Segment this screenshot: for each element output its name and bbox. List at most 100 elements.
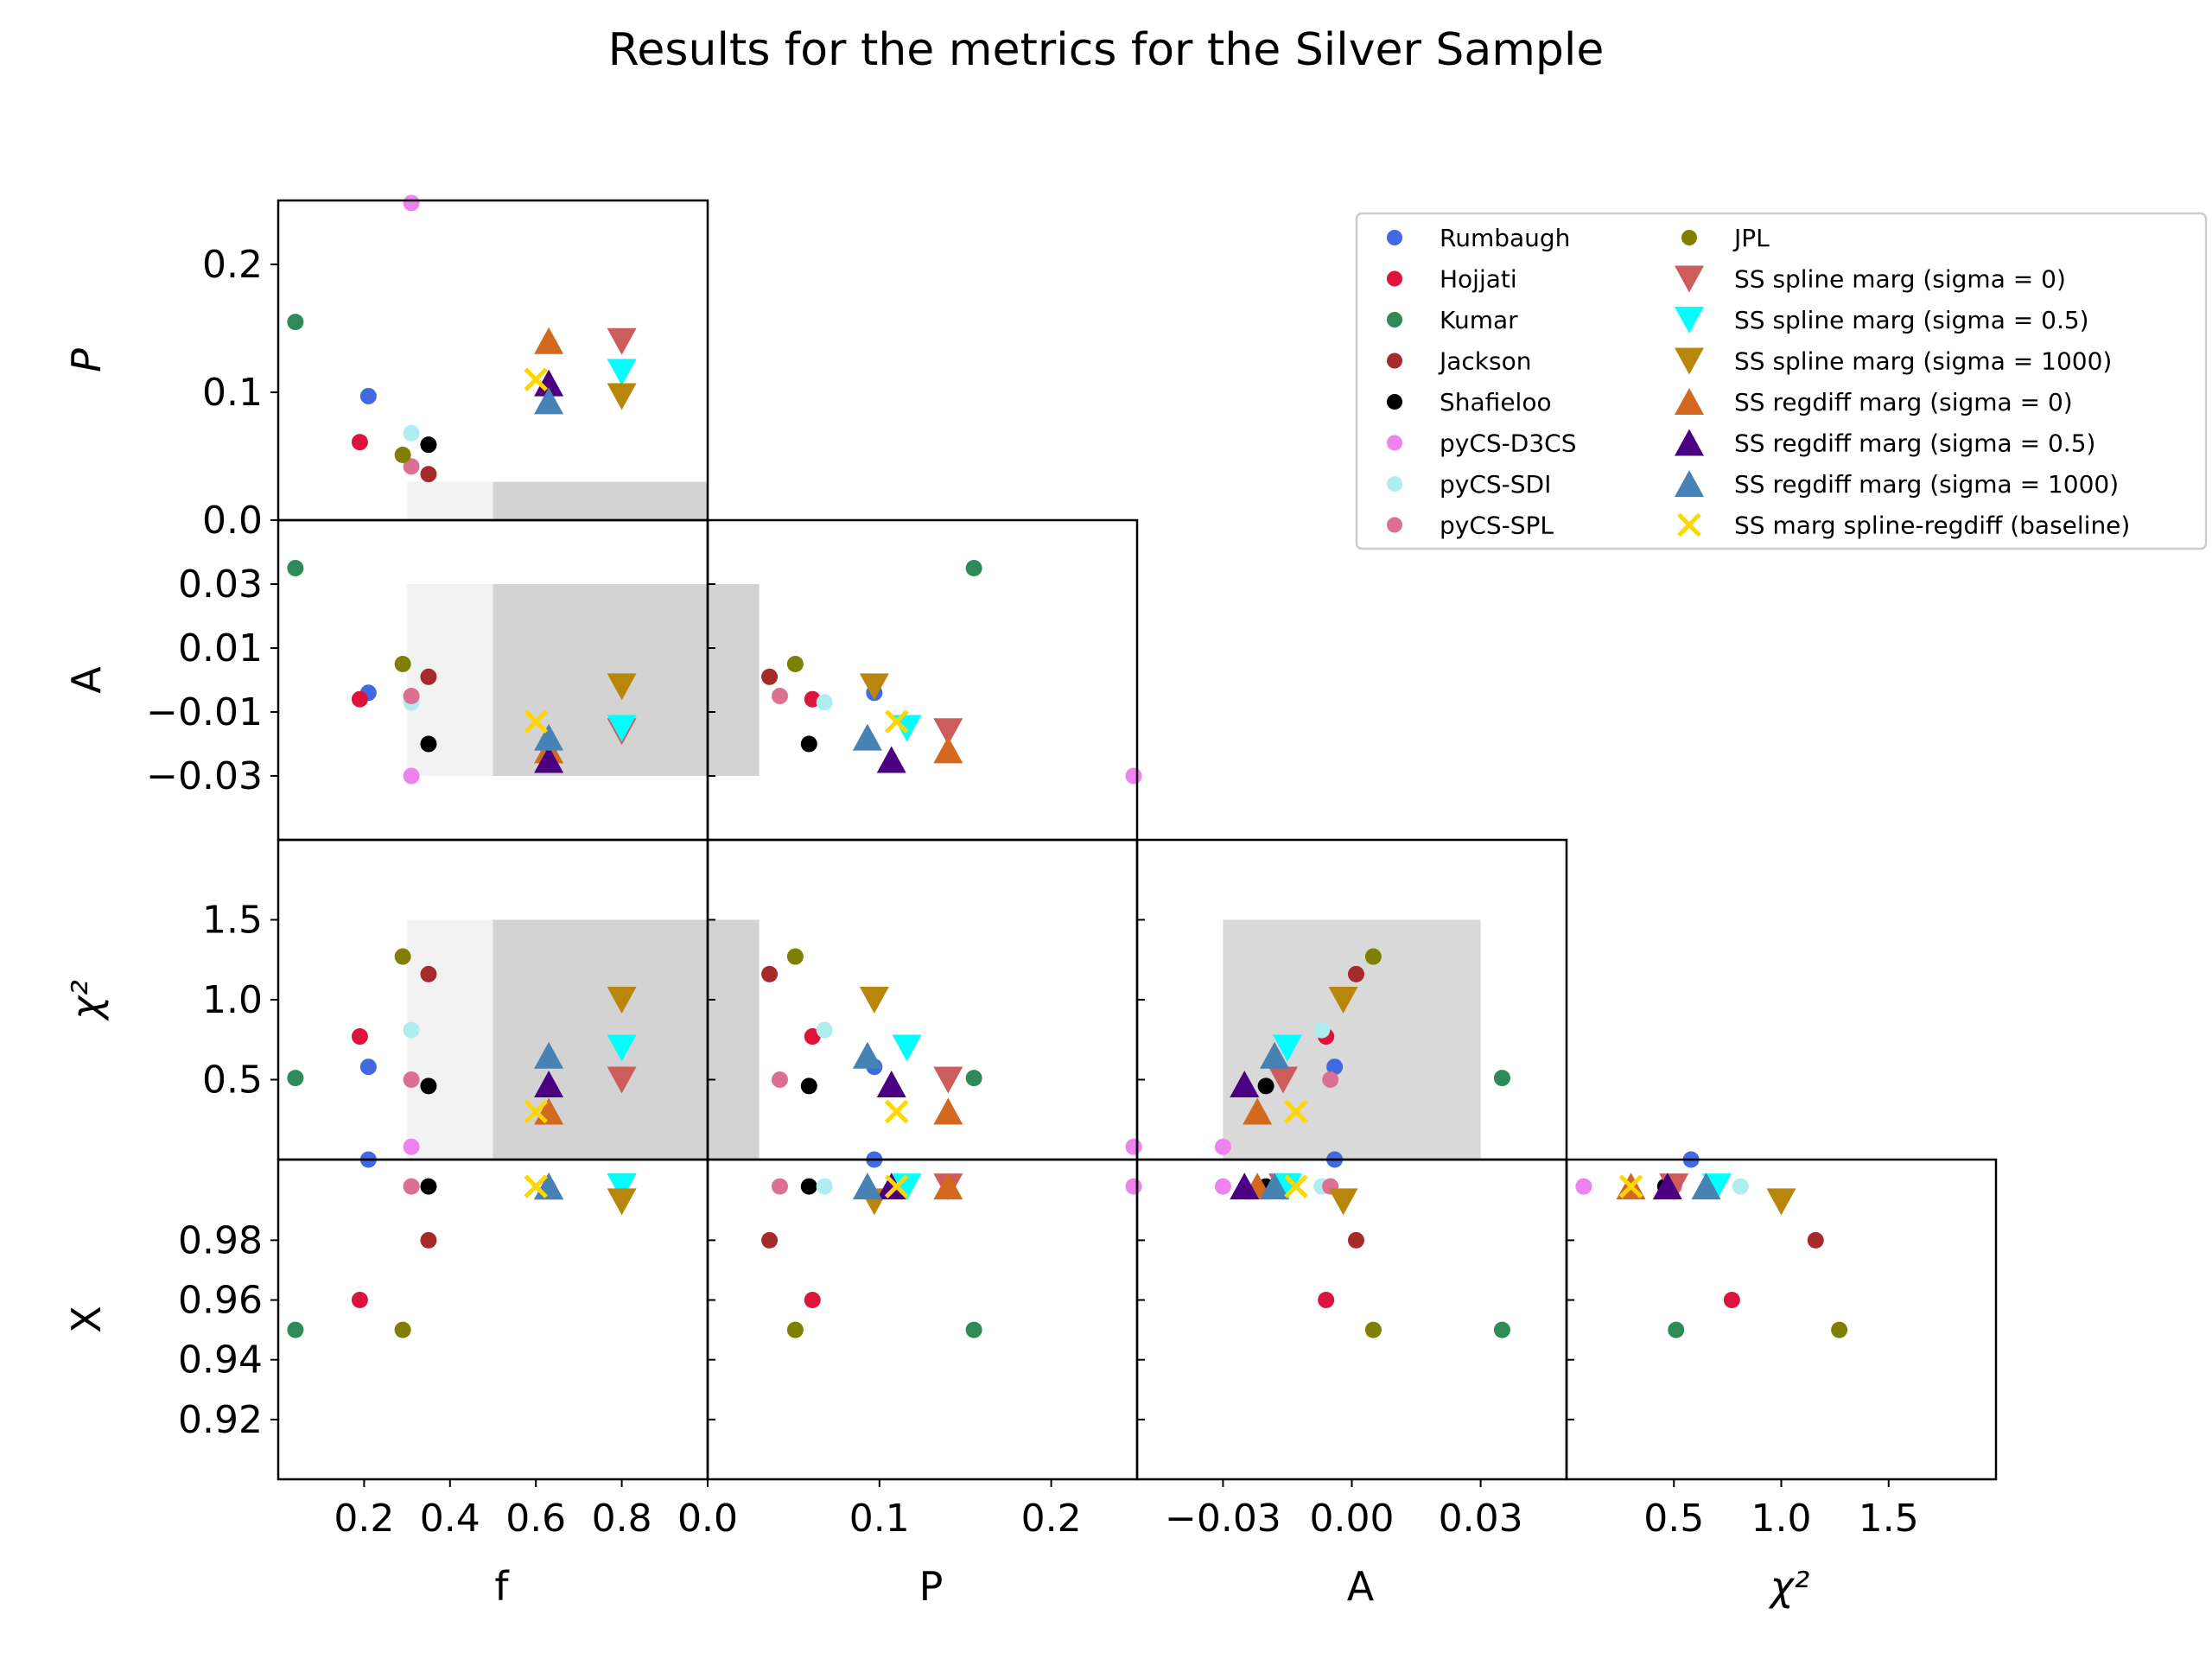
point-hojjati [351, 690, 368, 708]
point-shafieloo [420, 1077, 437, 1095]
panel-P-vs-chi2 [706, 838, 1139, 1161]
x-tick-label-f: 0.8 [592, 1497, 652, 1541]
point-jpl [394, 1321, 411, 1338]
point-jackson [420, 668, 437, 685]
x-tick-label-P: 0.0 [677, 1497, 738, 1541]
point-pycs-sdi [1732, 1178, 1749, 1195]
legend-label: pyCS-SPL [1440, 512, 1554, 540]
point-jpl [786, 656, 804, 672]
x-tick-label-chi2: 0.5 [1643, 1497, 1704, 1541]
point-ss-regdiff-marg-sigma-0-5 [1230, 1173, 1260, 1200]
y-tick-label-A: 0.03 [178, 563, 263, 607]
panel-f-vs-X [276, 1158, 709, 1481]
legend-label: pyCS-D3CS [1440, 429, 1576, 458]
point-jpl [394, 447, 411, 464]
point-kumar [287, 1070, 304, 1087]
point-ss-spline-marg-sigma-1000 [1328, 1188, 1358, 1216]
point-ss-spline-marg-sigma-0-5 [607, 715, 637, 742]
point-kumar [287, 314, 304, 331]
point-ss-regdiff-marg-sigma-0-5 [1230, 1071, 1260, 1098]
point-ss-regdiff-marg-sigma-1000 [534, 723, 564, 751]
point-jackson [420, 466, 437, 483]
point-ss-spline-marg-sigma-1000 [607, 1188, 637, 1216]
point-kumar [965, 560, 982, 576]
point-ss-marg-spline-regdiff-baseline [1618, 1174, 1643, 1198]
x-axis-label: P [919, 1563, 944, 1610]
point-jackson [420, 1231, 437, 1249]
x-tick-label-f: 0.2 [334, 1497, 394, 1541]
point-pycs-spl [403, 1071, 420, 1088]
legend-marker [1387, 353, 1402, 369]
y-tick-label-P: 0.2 [202, 243, 263, 287]
good-region-light [407, 481, 493, 520]
legend-marker [1387, 270, 1402, 287]
legend-marker [1387, 312, 1402, 327]
point-kumar [965, 1321, 982, 1338]
y-tick-label-chi2: 1.5 [202, 899, 263, 943]
point-ss-regdiff-marg-sigma-1000 [852, 723, 882, 751]
legend-marker [1675, 388, 1704, 415]
legend-marker [1681, 230, 1697, 245]
legend-marker [1387, 476, 1402, 492]
point-pycs-spl [403, 458, 420, 475]
point-ss-regdiff-marg-sigma-0-5 [876, 1071, 906, 1098]
y-tick-label-X: 0.98 [178, 1218, 263, 1262]
point-shafieloo [420, 735, 437, 753]
point-hojjati [804, 1028, 821, 1046]
point-pycs-spl [1322, 1071, 1339, 1088]
point-ss-regdiff-marg-sigma-1000 [534, 1041, 564, 1069]
legend-marker [1675, 265, 1704, 293]
good-region-light [407, 584, 493, 776]
good-region-dark [493, 584, 708, 776]
point-hojjati [804, 1292, 821, 1309]
point-ss-regdiff-marg-sigma-0-5 [1652, 1173, 1682, 1200]
point-pycs-sdi [403, 1021, 420, 1039]
legend-label: SS regdiff marg (sigma = 1000) [1734, 470, 2119, 499]
point-ss-spline-marg-sigma-1000 [607, 673, 637, 701]
point-pycs-d3cs [403, 194, 420, 212]
x-tick-label-A: 0.00 [1310, 1497, 1395, 1541]
y-tick-label-X: 0.92 [178, 1398, 263, 1442]
point-ss-regdiff-marg-sigma-0-5 [534, 746, 564, 773]
x-tick-label-f: 0.0 [677, 1497, 738, 1541]
point-ss-spline-marg-sigma-1000 [607, 383, 637, 410]
x-tick-label-P: 0.1 [849, 1497, 910, 1541]
legend-marker [1387, 435, 1402, 451]
point-ss-spline-marg-sigma-0-5 [607, 1034, 637, 1062]
point-jpl [786, 948, 804, 965]
x-tick-label-A: −0.03 [1165, 1497, 1281, 1541]
panel-P-vs-X [706, 1158, 1139, 1481]
point-pycs-sdi [403, 424, 420, 442]
point-hojjati [351, 1292, 368, 1309]
point-ss-regdiff-marg-sigma-1000 [852, 1173, 882, 1200]
legend-label: JPL [1732, 224, 1770, 252]
point-ss-spline-marg-sigma-1000 [607, 987, 637, 1014]
point-jackson [761, 1231, 779, 1249]
point-kumar [287, 560, 304, 576]
good-region-dark [708, 919, 760, 1160]
legend-marker [1387, 517, 1402, 533]
point-pycs-d3cs [1125, 1138, 1142, 1155]
point-hojjati [351, 1028, 368, 1046]
y-axis-label: X [63, 1306, 110, 1333]
point-shafieloo [800, 1178, 817, 1195]
point-ss-spline-marg-sigma-1000 [1766, 1188, 1796, 1216]
point-jackson [1347, 965, 1364, 982]
point-ss-regdiff-marg-sigma-1000 [1691, 1173, 1721, 1200]
point-ss-regdiff-marg-sigma-0 [933, 736, 963, 764]
point-ss-marg-spline-regdiff-baseline [524, 1174, 548, 1198]
point-jackson [1347, 1231, 1364, 1249]
point-pycs-spl [771, 1178, 788, 1195]
legend-marker [1675, 470, 1704, 497]
point-ss-marg-spline-regdiff-baseline [1284, 1099, 1308, 1124]
legend-label: Shafieloo [1440, 388, 1552, 416]
legend-label: Rumbaugh [1440, 224, 1570, 252]
legend-label: Kumar [1440, 306, 1518, 334]
point-pycs-d3cs [1125, 767, 1142, 785]
y-tick-label-chi2: 1.0 [202, 978, 263, 1022]
point-jpl [1831, 1321, 1848, 1338]
y-tick-label-X: 0.96 [178, 1279, 263, 1323]
legend-label: SS spline marg (sigma = 0.5) [1734, 306, 2089, 334]
point-ss-regdiff-marg-sigma-0 [933, 1173, 963, 1200]
